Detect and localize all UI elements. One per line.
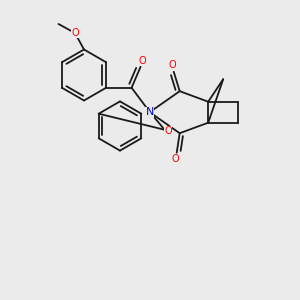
Text: O: O (171, 154, 179, 164)
Text: O: O (138, 56, 146, 66)
Text: O: O (168, 60, 176, 70)
Text: O: O (71, 28, 79, 38)
Text: N: N (146, 107, 154, 117)
Text: O: O (164, 126, 172, 136)
